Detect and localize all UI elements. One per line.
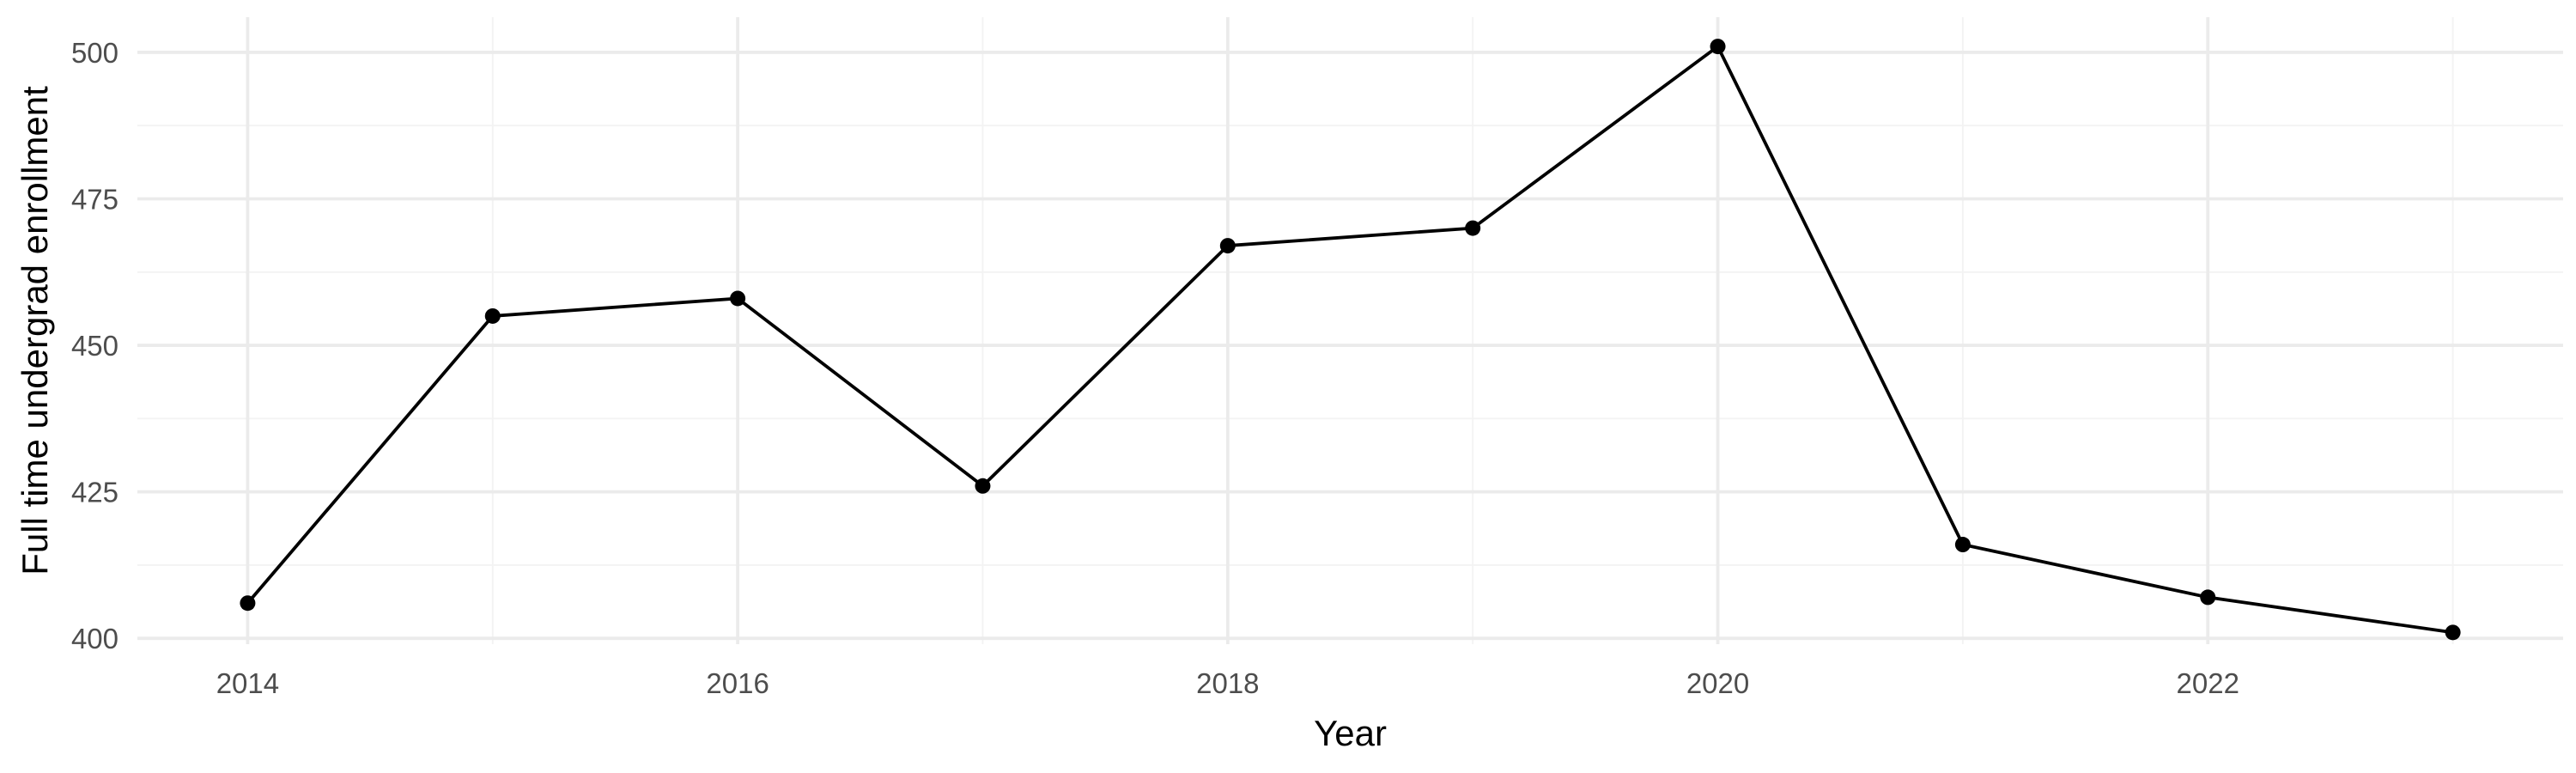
- data-point: [2200, 589, 2216, 606]
- y-tick-label: 475: [71, 183, 118, 215]
- x-axis-tick-labels: 2014 2016 2018 2020 2022: [216, 667, 2239, 699]
- data-point: [1465, 220, 1481, 236]
- x-tick-label: 2014: [216, 667, 279, 699]
- x-tick-label: 2020: [1686, 667, 1749, 699]
- y-tick-label: 400: [71, 623, 118, 654]
- x-tick-label: 2022: [2177, 667, 2239, 699]
- x-tick-label: 2018: [1196, 667, 1259, 699]
- series-line: [246, 45, 2455, 635]
- data-point: [484, 307, 501, 324]
- x-axis-title: Year: [1314, 713, 1387, 753]
- data-point: [975, 478, 991, 494]
- y-axis-title: Full time undergrad enrollment: [15, 86, 55, 575]
- x-tick-label: 2016: [706, 667, 769, 699]
- data-point: [1219, 238, 1236, 254]
- data-point: [1954, 537, 1971, 553]
- y-tick-label: 450: [71, 330, 118, 362]
- y-tick-label: 500: [71, 37, 118, 69]
- y-tick-label: 425: [71, 477, 118, 508]
- series-group: [240, 39, 2461, 641]
- gridlines: [137, 17, 2563, 644]
- data-point: [730, 290, 746, 307]
- data-point: [240, 595, 256, 612]
- data-point: [2445, 624, 2461, 641]
- y-axis-tick-labels: 400 425 450 475 500: [71, 37, 118, 654]
- data-point: [1710, 39, 1726, 55]
